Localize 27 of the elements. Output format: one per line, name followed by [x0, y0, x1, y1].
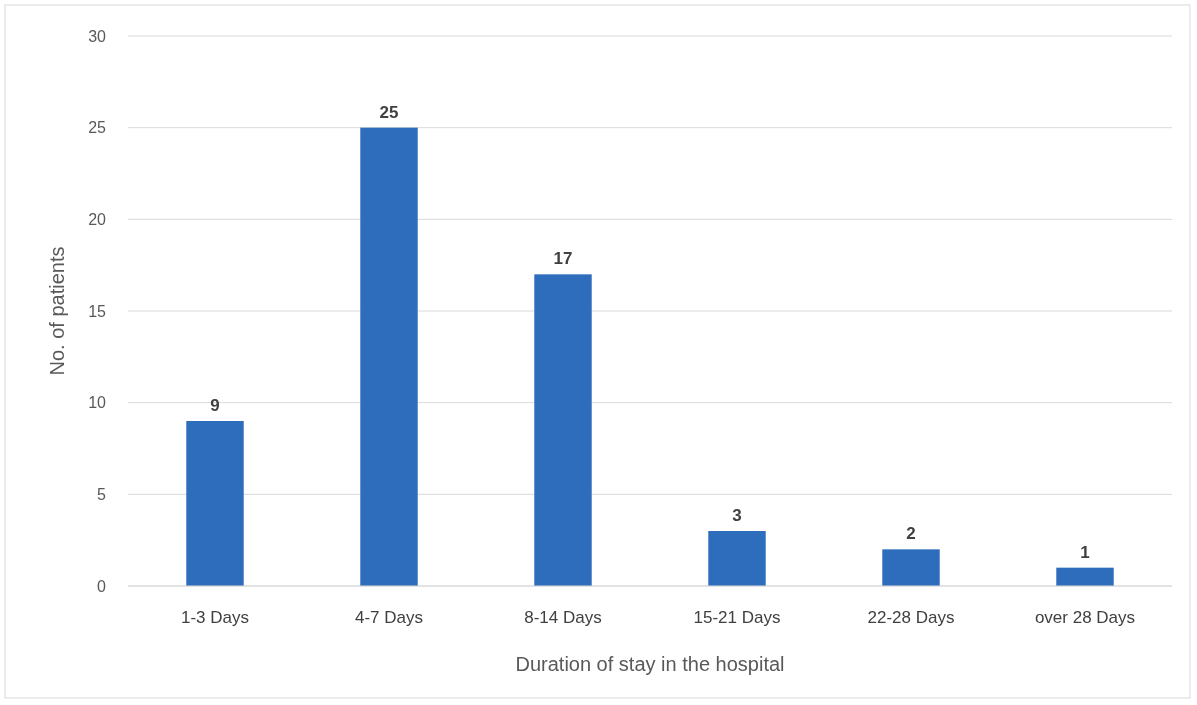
- bar: [360, 127, 418, 586]
- data-label: 1: [1080, 542, 1090, 562]
- y-tick-label: 25: [88, 119, 107, 137]
- x-tick-label: 22-28 Days: [867, 608, 955, 627]
- bar: [186, 421, 244, 586]
- data-label: 9: [210, 396, 220, 415]
- bar: [1056, 567, 1114, 586]
- data-label: 25: [379, 102, 399, 122]
- bar: [534, 274, 592, 586]
- data-label: 3: [732, 506, 742, 525]
- y-tick-label: 5: [97, 485, 107, 503]
- x-tick-label: 4-7 Days: [354, 608, 424, 627]
- data-label: 2: [906, 524, 916, 544]
- x-axis-title: Duration of stay in the hospital: [515, 653, 785, 675]
- x-tick-label: over 28 Days: [1034, 608, 1136, 627]
- x-tick-label: 1-3 Days: [180, 608, 250, 627]
- y-tick-label: 30: [88, 27, 107, 45]
- y-axis-title: No. of patients: [46, 246, 68, 376]
- bar: [708, 531, 766, 586]
- data-label: 17: [553, 249, 573, 269]
- x-tick-label: 8-14 Days: [524, 608, 602, 627]
- y-tick-label: 10: [88, 394, 107, 412]
- y-tick-label: 0: [97, 577, 107, 595]
- x-tick-label: 15-21 Days: [693, 608, 781, 627]
- y-tick-label: 15: [88, 302, 107, 320]
- bar: [882, 549, 940, 586]
- y-tick-label: 20: [88, 210, 107, 228]
